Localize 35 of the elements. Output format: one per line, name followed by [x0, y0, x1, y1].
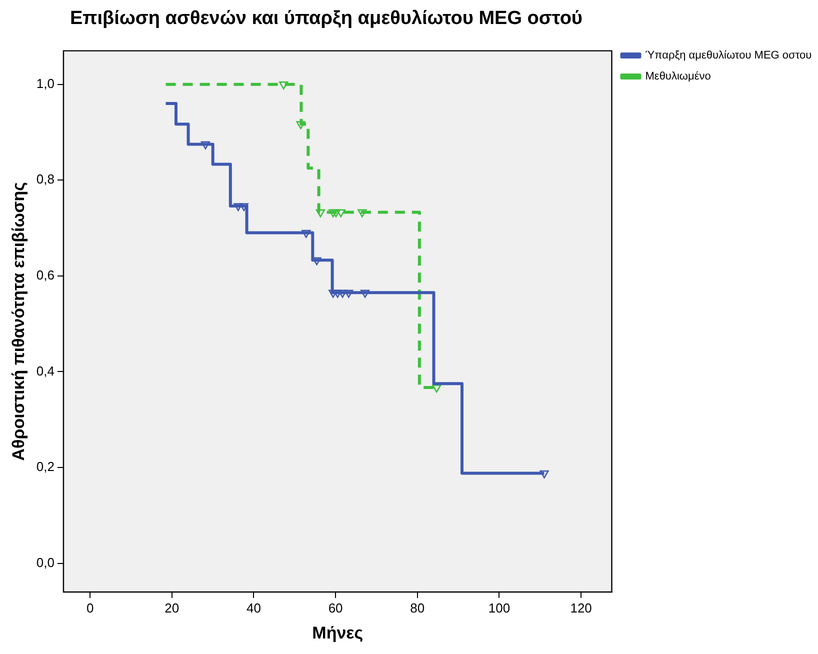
x-tick-label: 100: [488, 600, 510, 616]
x-axis-title: Μήνες: [312, 623, 364, 642]
point: [331, 209, 341, 218]
point: [328, 209, 338, 218]
point: [328, 290, 338, 298]
point: [338, 290, 348, 298]
chart-title: Επιβίωση ασθενών και ύπαρξη αμεθυλίωτου MEG οστού: [70, 8, 582, 30]
y-tick-label: 0,6: [36, 267, 54, 282]
point: [432, 384, 442, 393]
x-tick-label: 0: [86, 600, 94, 616]
point: [336, 209, 346, 218]
y-axis-title: Αθροιστική πιθανότητα επιβίωσης: [8, 182, 28, 461]
point: [316, 209, 325, 218]
point: [279, 81, 288, 90]
point: [344, 290, 354, 298]
point: [200, 141, 210, 150]
point: [234, 203, 243, 212]
y-tick-label: 0,0: [36, 554, 54, 570]
x-tick-label: 120: [570, 600, 592, 616]
x-tick-label: 80: [410, 600, 425, 616]
point: [360, 290, 370, 298]
point: [296, 121, 306, 130]
point: [540, 470, 549, 478]
y-tick-label: 0,4: [36, 363, 54, 378]
point: [302, 230, 311, 238]
x-tick-label: 20: [164, 600, 180, 616]
x-tick-label: 40: [246, 600, 261, 616]
legend-label: Ύπαρξη αμεθυλίωτου MEG οστου: [645, 50, 812, 62]
legend-label: Μεθυλιωμένο: [645, 70, 711, 83]
y-tick-label: 1,0: [36, 76, 54, 91]
y-tick-label: 0,2: [36, 459, 54, 474]
y-tick-label: 0,8: [36, 172, 54, 187]
point: [239, 203, 248, 212]
x-tick-label: 60: [328, 600, 343, 616]
point: [358, 209, 367, 218]
